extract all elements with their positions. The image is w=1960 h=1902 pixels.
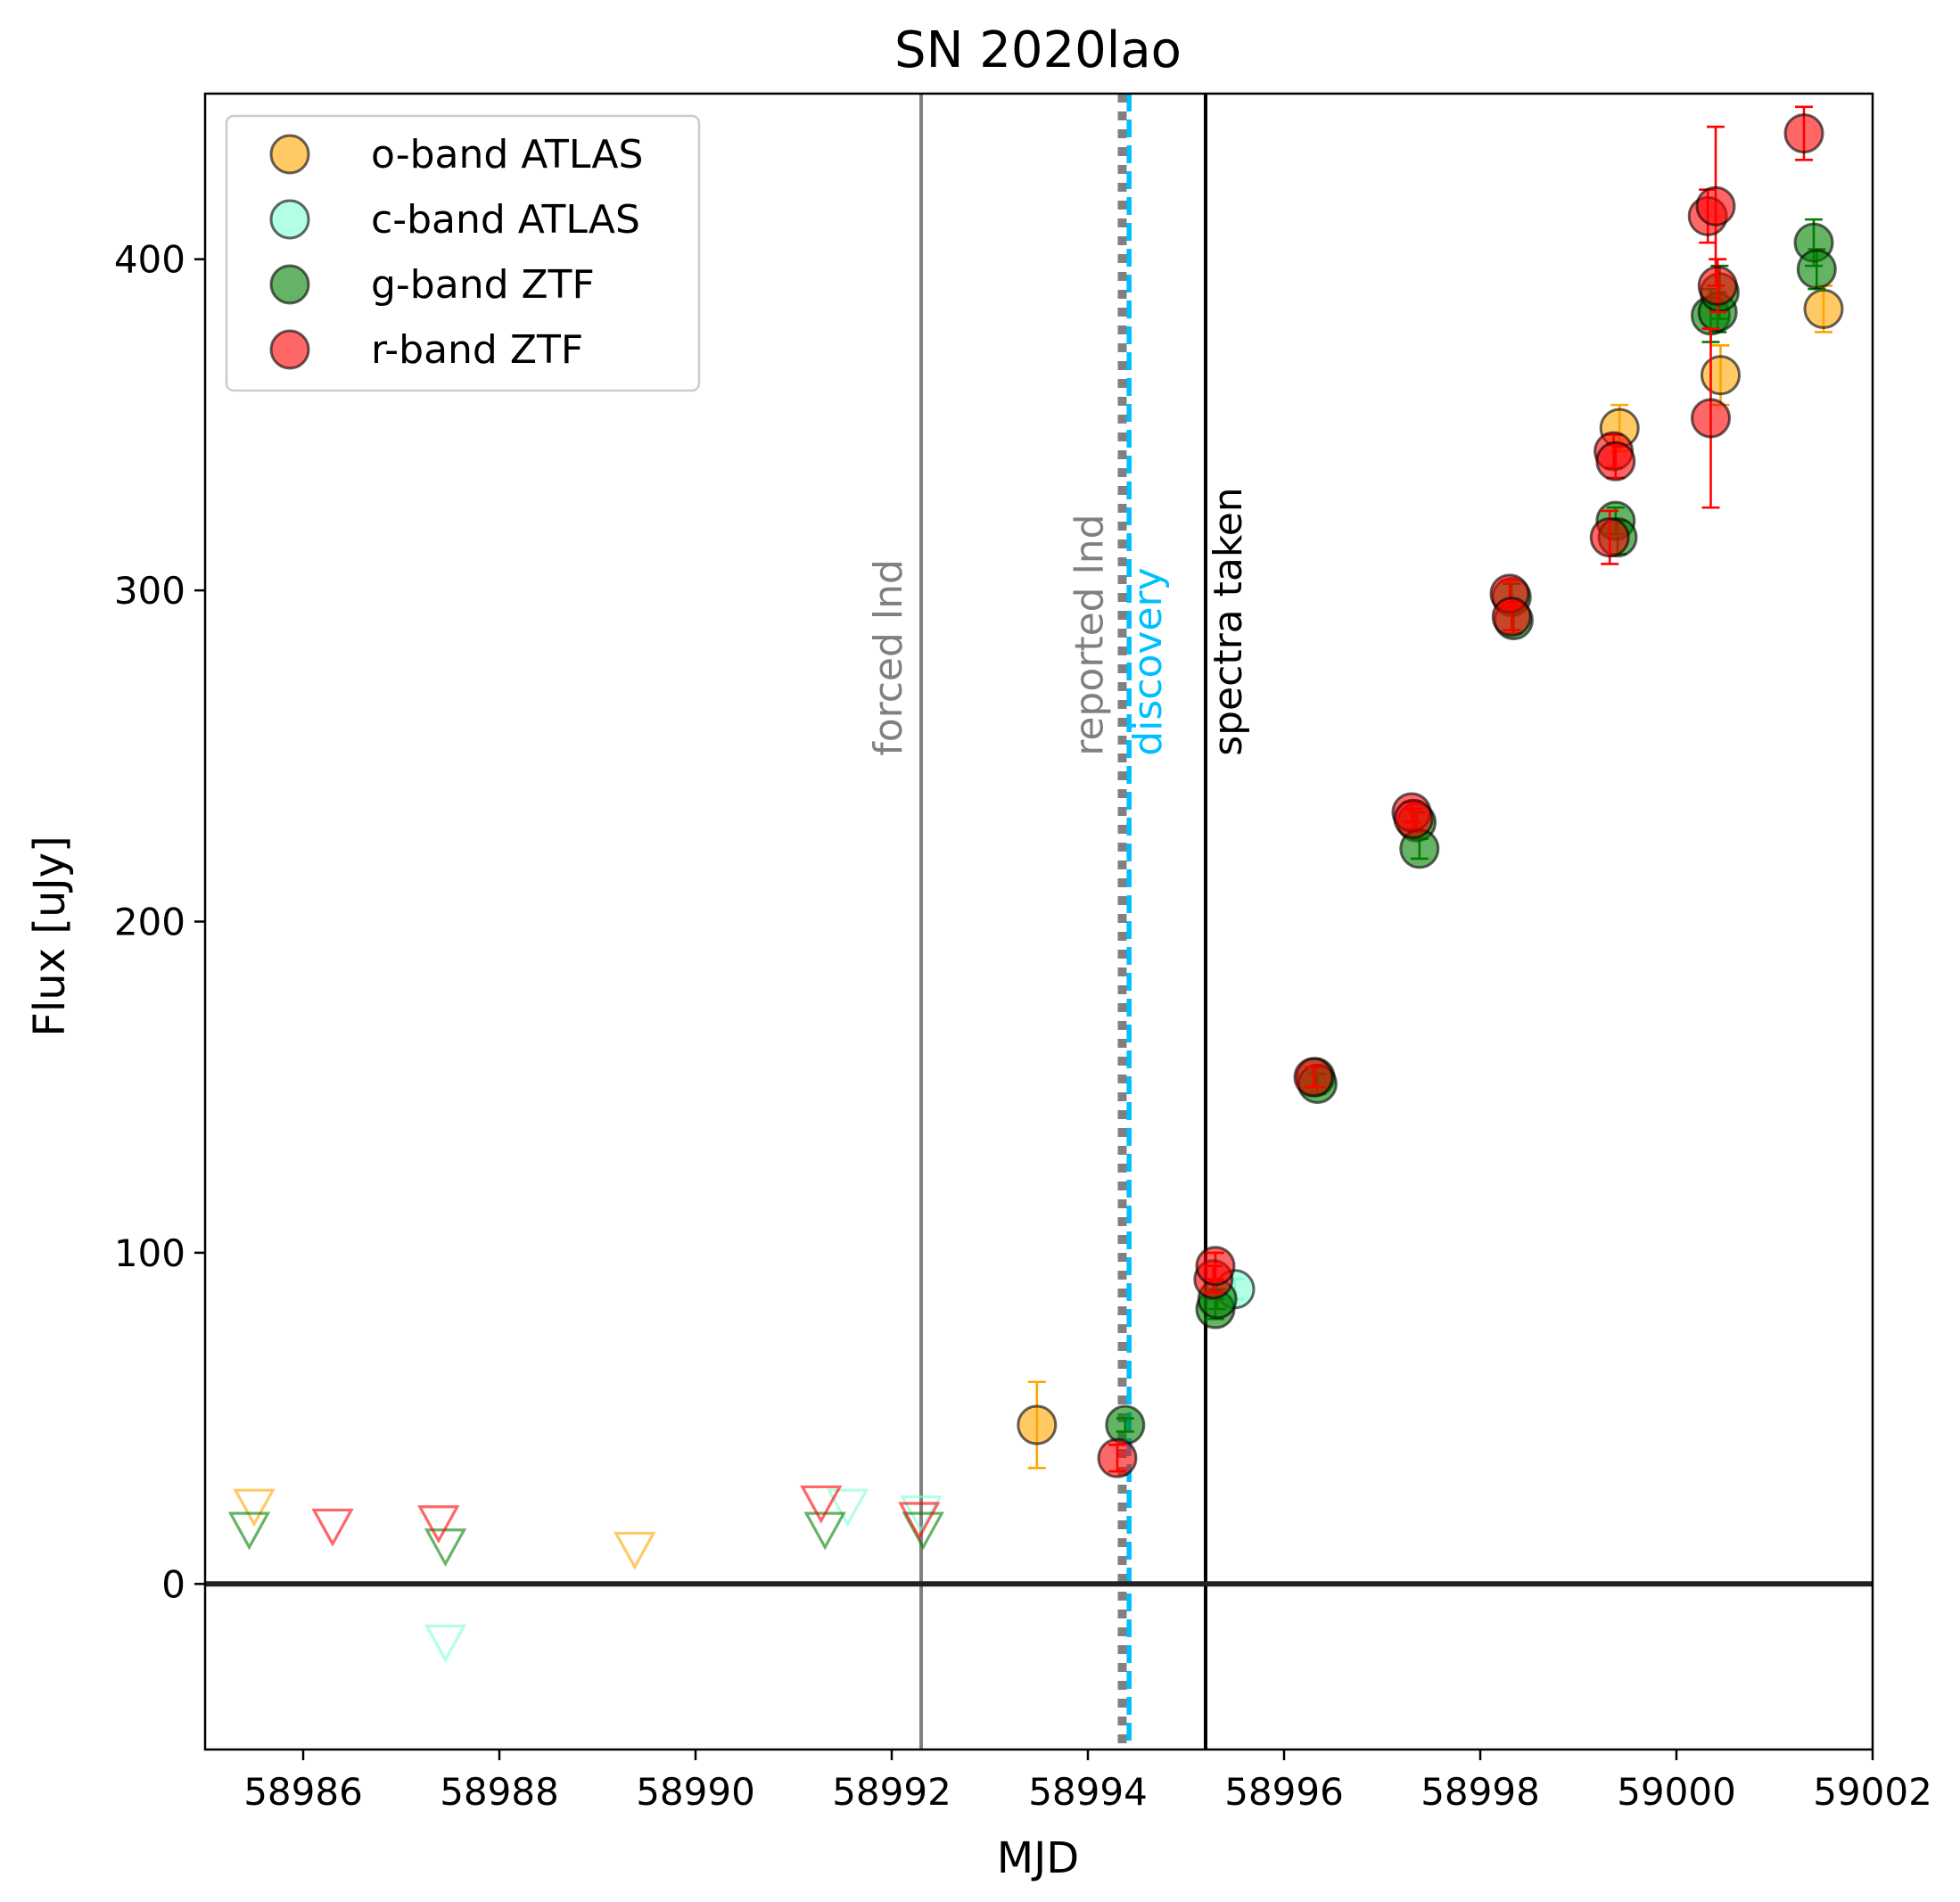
legend-marker <box>269 134 310 175</box>
legend-label: g-band ZTF <box>371 262 595 308</box>
data-point-o-band-atlas <box>1803 288 1844 329</box>
plot-inner <box>205 94 1873 1750</box>
data-point-g-band-ztf <box>1105 1404 1146 1445</box>
x-tick-label: 58996 <box>1224 1770 1344 1814</box>
x-tick-label: 59002 <box>1813 1770 1932 1814</box>
chart-title: SN 2020lao <box>894 21 1182 79</box>
x-tick-label: 58998 <box>1421 1770 1540 1814</box>
y-tick-label: 400 <box>114 238 185 282</box>
x-tick-label: 58992 <box>832 1770 951 1814</box>
upper-limit-marker-r-band-ztf <box>311 1508 354 1547</box>
upper-limit-marker-r-band-ztf <box>898 1502 941 1541</box>
y-tick-label: 300 <box>114 569 185 613</box>
data-point-r-band-ztf <box>1097 1437 1138 1478</box>
y-tick-label: 100 <box>114 1231 185 1275</box>
x-tick-label: 58988 <box>440 1770 559 1814</box>
x-axis-label: MJD <box>997 1833 1080 1883</box>
legend-marker <box>269 264 310 305</box>
data-point-o-band-atlas <box>1017 1404 1058 1445</box>
data-point-r-band-ztf <box>1195 1246 1236 1287</box>
data-point-r-band-ztf <box>1695 185 1736 226</box>
legend-label: o-band ATLAS <box>371 132 643 177</box>
legend-label: c-band ATLAS <box>371 197 640 243</box>
x-tick-label: 59000 <box>1617 1770 1736 1814</box>
legend: o-band ATLAS c-band ATLAS g-band ZTF r-band… <box>225 114 701 392</box>
data-point-r-band-ztf <box>1691 398 1731 439</box>
upper-limit-marker-g-band-ztf <box>227 1511 271 1551</box>
data-point-r-band-ztf <box>1697 265 1738 306</box>
data-point-r-band-ztf <box>1595 441 1636 482</box>
upper-limit-marker-c-band-atlas <box>826 1488 869 1527</box>
vline-label-spectra-taken: spectra taken <box>1206 487 1251 756</box>
legend-marker <box>269 329 310 370</box>
data-point-g-band-ztf <box>1796 249 1837 290</box>
vline-label-forced-lnd: forced lnd <box>866 559 911 756</box>
upper-limit-marker-r-band-ztf <box>800 1485 843 1524</box>
y-tick-label: 0 <box>161 1562 185 1606</box>
upper-limit-marker-c-band-atlas <box>424 1624 467 1663</box>
upper-limit-marker-o-band-atlas <box>233 1488 276 1527</box>
data-point-r-band-ztf <box>1293 1057 1334 1098</box>
data-point-r-band-ztf <box>1491 597 1532 638</box>
vline-label-reported-lnd: reported lnd <box>1067 514 1113 755</box>
upper-limit-marker-o-band-atlas <box>614 1531 656 1570</box>
y-tick-label: 200 <box>114 901 185 944</box>
legend-box <box>225 114 701 392</box>
y-axis-label: Flux [uJy] <box>25 836 75 1036</box>
x-tick-label: 58990 <box>636 1770 755 1814</box>
upper-limit-marker-r-band-ztf <box>417 1505 460 1544</box>
data-point-r-band-ztf <box>1393 798 1434 839</box>
data-point-o-band-atlas <box>1701 355 1741 396</box>
x-tick-label: 58994 <box>1028 1770 1148 1814</box>
vline-label-discovery: discovery <box>1125 567 1171 755</box>
data-point-r-band-ztf <box>1783 113 1824 154</box>
x-tick-label: 58986 <box>243 1770 363 1814</box>
legend-label: r-band ZTF <box>371 327 583 373</box>
plot-area: forced lnd reported lnd discovery spectra t… <box>114 92 1932 1814</box>
legend-marker <box>269 199 310 240</box>
data-point-r-band-ztf <box>1589 517 1630 558</box>
